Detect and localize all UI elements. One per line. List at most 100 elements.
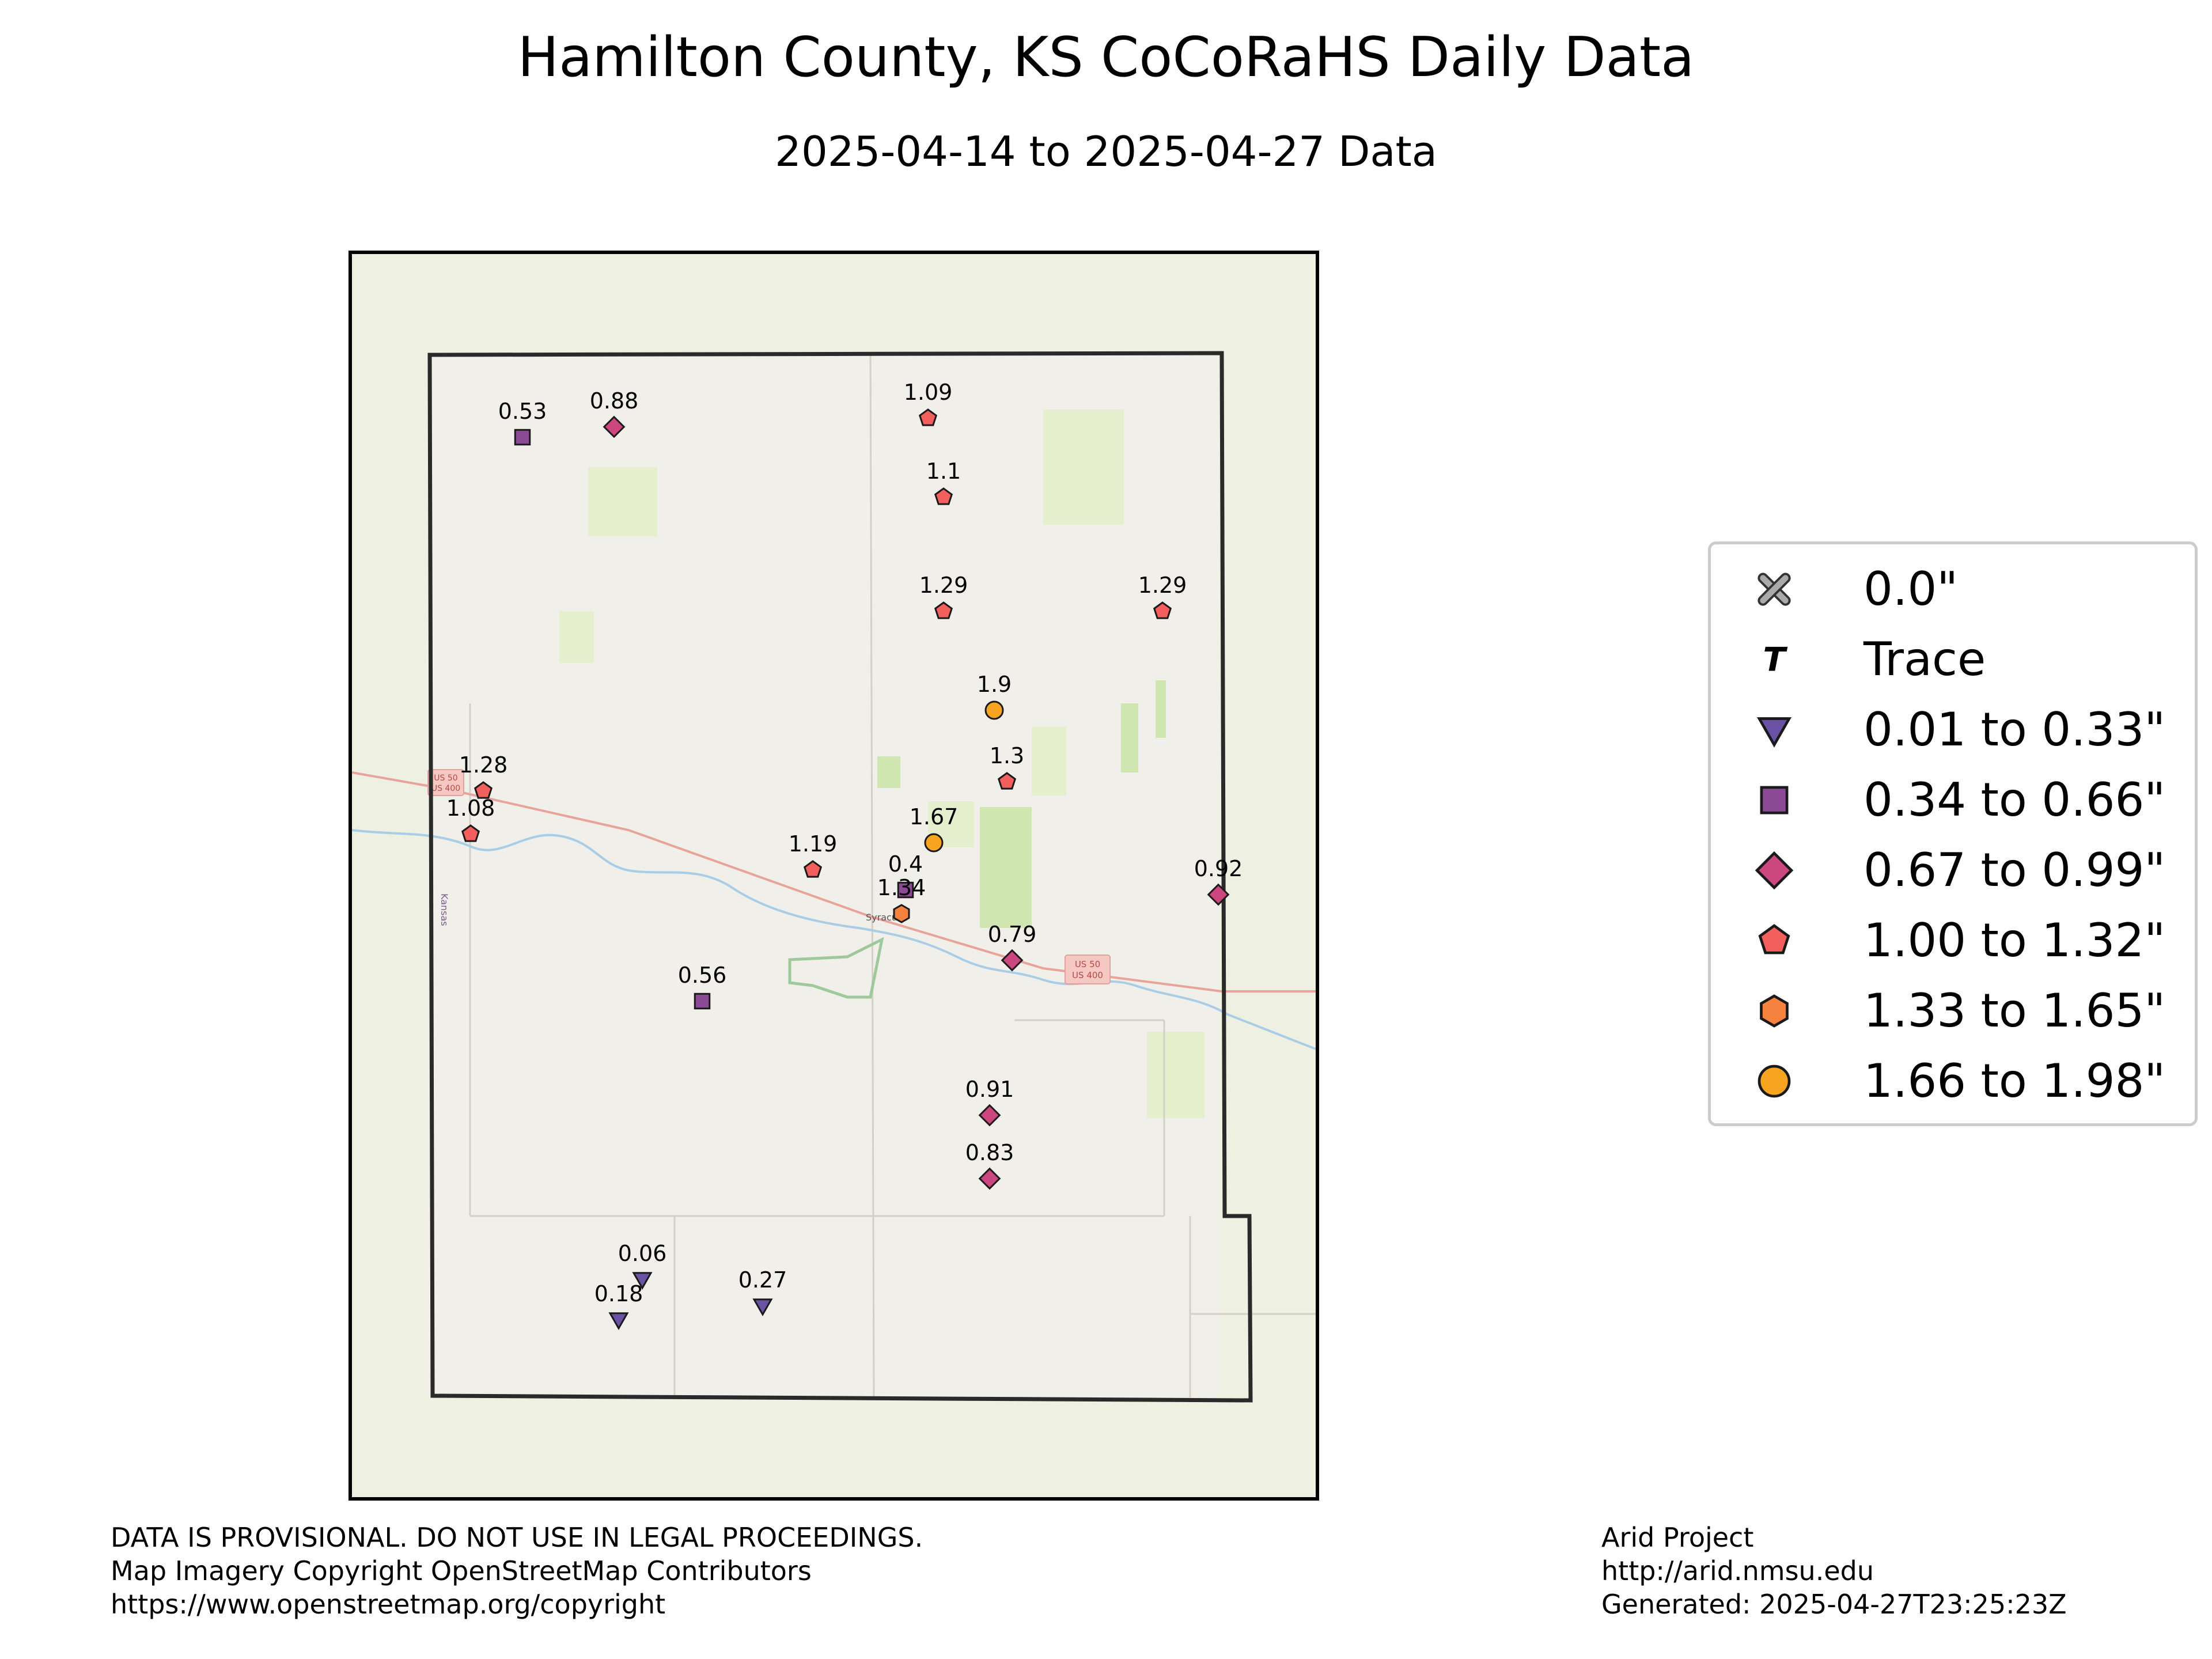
station-value-label: 1.19 — [789, 831, 838, 857]
x-icon — [1758, 573, 1791, 606]
pentagon-icon — [997, 772, 1017, 790]
legend-entry: T Trace — [1711, 625, 2195, 694]
diamond-icon — [1001, 949, 1024, 972]
station-marker[interactable]: 0.83 — [965, 1140, 1014, 1190]
legend-label: 1.00 to 1.32" — [1863, 914, 2166, 967]
pentagon-icon — [1153, 601, 1172, 619]
circle-icon — [1758, 1065, 1791, 1098]
svg-text:T: T — [1763, 641, 1787, 679]
hexagon-icon — [1760, 994, 1789, 1028]
square-icon — [1760, 786, 1789, 815]
station-marker[interactable]: 1.9 — [977, 672, 1012, 720]
legend-entry: 0.0" — [1711, 555, 2195, 624]
station-marker[interactable]: 0.56 — [678, 963, 727, 1010]
diamond-icon — [1207, 883, 1230, 906]
county-fill — [427, 352, 1219, 1397]
legend-entry: 0.67 to 0.99" — [1711, 836, 2195, 905]
station-value-label: 0.83 — [965, 1140, 1014, 1165]
footer-disclaimer: DATA IS PROVISIONAL. DO NOT USE IN LEGAL… — [111, 1521, 923, 1621]
station-value-label: 1.1 — [926, 459, 961, 484]
legend-label: 1.66 to 1.98" — [1863, 1054, 2166, 1108]
station-marker[interactable]: 0.92 — [1194, 856, 1243, 906]
city-limits — [788, 937, 884, 999]
road-shield-east-line2: US 400 — [1072, 970, 1103, 980]
station-value-label: 0.91 — [965, 1077, 1014, 1102]
station-marker[interactable]: 0.88 — [590, 388, 639, 438]
pentagon-icon — [461, 824, 480, 842]
triangle-down-icon — [632, 1272, 653, 1290]
land-patches — [559, 410, 1205, 1118]
station-value-label: 0.92 — [1194, 856, 1243, 881]
station-value-label: 1.28 — [459, 752, 508, 778]
circle-icon — [984, 700, 1004, 720]
footer-line: Map Imagery Copyright OpenStreetMap Cont… — [111, 1555, 812, 1586]
legend-entry: 0.01 to 0.33" — [1711, 695, 2195, 764]
station-marker[interactable]: 1.67 — [910, 804, 959, 853]
section-lines — [469, 351, 1316, 1398]
legend: 0.0" T Trace 0.01 to 0.33" 0.34 to 0.66" 0.67… — [1708, 541, 2198, 1126]
road-shield-east: US 50 US 400 — [1065, 955, 1111, 984]
station-marker[interactable]: 1.28 — [459, 752, 508, 799]
station-marker[interactable]: 1.1 — [926, 459, 961, 505]
station-value-label: 1.3 — [990, 743, 1024, 768]
diamond-icon — [1755, 851, 1794, 890]
T-icon: T — [1763, 641, 1787, 679]
pentagon-icon — [803, 860, 823, 878]
station-value-label: 0.06 — [618, 1241, 667, 1266]
green-patches — [877, 680, 1166, 928]
station-marker[interactable]: 1.34 — [877, 875, 926, 923]
triangle-down-icon — [608, 1312, 629, 1331]
state-label: Kansas — [439, 893, 450, 926]
circle-icon — [924, 833, 944, 853]
station-marker[interactable]: 1.3 — [990, 743, 1024, 790]
triangle-down-icon — [1756, 717, 1792, 748]
legend-label: 0.34 to 0.66" — [1863, 773, 2166, 827]
footer-line: http://arid.nmsu.edu — [1601, 1555, 1874, 1586]
map-panel[interactable]: US 50 US 400 US 50 US 400 Syracuse Kansa… — [349, 251, 1319, 1501]
station-value-label: 1.29 — [919, 573, 968, 598]
station-value-label: 1.67 — [910, 804, 959, 830]
station-value-label: 1.29 — [1138, 573, 1187, 598]
station-marker[interactable]: 1.19 — [789, 831, 838, 878]
station-marker[interactable]: 0.4 — [888, 851, 923, 899]
station-value-label: 1.08 — [446, 796, 495, 821]
station-marker[interactable]: 1.09 — [904, 380, 953, 426]
diamond-icon — [978, 1104, 1001, 1127]
station-marker[interactable]: 0.53 — [498, 399, 547, 446]
station-marker[interactable]: 0.91 — [965, 1077, 1014, 1127]
station-value-label: 0.27 — [738, 1267, 787, 1293]
station-value-label: 0.88 — [590, 388, 639, 414]
station-value-label: 0.4 — [888, 851, 923, 877]
station-value-label: 0.53 — [498, 399, 547, 424]
station-marker[interactable]: 0.18 — [594, 1281, 643, 1331]
station-value-label: 1.09 — [904, 380, 953, 405]
chart-subtitle: 2025-04-14 to 2025-04-27 Data — [775, 127, 1437, 176]
station-value-label: 1.34 — [877, 875, 926, 900]
road-shield-west-line1: US 50 — [434, 774, 457, 783]
hexagon-icon — [893, 904, 910, 923]
legend-entry: 1.00 to 1.32" — [1711, 906, 2195, 975]
station-marker[interactable]: 0.27 — [738, 1267, 787, 1317]
pentagon-icon — [934, 487, 953, 505]
footer-line: Generated: 2025-04-27T23:25:23Z — [1601, 1589, 2067, 1620]
legend-label: Trace — [1863, 632, 1986, 686]
station-markers: 0.53 0.88 1.09 1.1 1.29 1.29 1.9 1.3 1.28 1.08 1.6… — [446, 380, 1243, 1331]
legend-label: 0.67 to 0.99" — [1863, 843, 2166, 897]
legend-entry: 1.66 to 1.98" — [1711, 1047, 2195, 1116]
county-boundary — [427, 351, 1253, 1403]
pentagon-icon — [474, 781, 493, 799]
legend-entry: 0.34 to 0.66" — [1711, 766, 2195, 835]
station-marker[interactable]: 1.08 — [446, 796, 495, 842]
square-icon — [897, 881, 914, 899]
station-marker[interactable]: 0.06 — [618, 1241, 667, 1290]
footer-credits: Arid Project http://arid.nmsu.edu Genera… — [1601, 1521, 2067, 1621]
station-marker[interactable]: 0.79 — [988, 922, 1037, 972]
chart-title: Hamilton County, KS CoCoRaHS Daily Data — [517, 26, 1695, 89]
station-value-label: 1.9 — [977, 672, 1012, 697]
square-icon — [514, 429, 531, 446]
station-marker[interactable]: 1.29 — [1138, 573, 1187, 619]
map-canvas[interactable]: US 50 US 400 US 50 US 400 Syracuse Kansa… — [352, 254, 1316, 1497]
square-icon — [694, 993, 711, 1010]
legend-label: 0.0" — [1863, 562, 1959, 616]
station-marker[interactable]: 1.29 — [919, 573, 968, 619]
